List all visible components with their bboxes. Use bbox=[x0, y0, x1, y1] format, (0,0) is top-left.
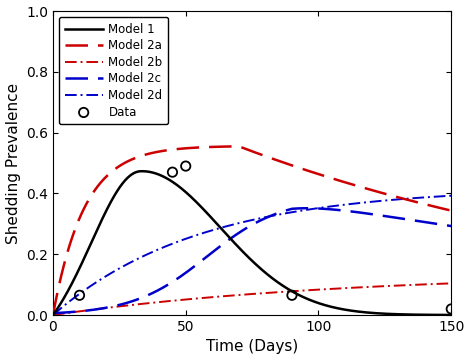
Model 2d bbox=[244, 219, 250, 224]
Model 1 bbox=[364, 310, 369, 315]
Model 2a bbox=[244, 147, 250, 152]
Model 1 bbox=[437, 313, 443, 317]
Data bbox=[447, 306, 455, 312]
Model 2b bbox=[364, 285, 369, 289]
Y-axis label: Shedding Prevalence: Shedding Prevalence bbox=[6, 82, 21, 244]
Model 2b bbox=[244, 292, 250, 297]
Model 2c bbox=[70, 310, 76, 314]
Model 2c bbox=[304, 206, 310, 210]
Model 2b bbox=[233, 293, 239, 297]
Model 1 bbox=[234, 243, 239, 247]
Model 2a bbox=[236, 144, 242, 148]
Model 2d bbox=[437, 194, 443, 199]
Model 2a bbox=[437, 206, 443, 210]
Line: Model 2b: Model 2b bbox=[53, 283, 451, 315]
Model 1 bbox=[50, 313, 56, 317]
Model 1 bbox=[70, 279, 76, 283]
Model 2c bbox=[448, 224, 454, 228]
Model 2b bbox=[437, 282, 442, 286]
X-axis label: Time (Days): Time (Days) bbox=[206, 339, 298, 355]
Model 2a bbox=[50, 313, 56, 317]
Model 2b bbox=[437, 282, 443, 286]
Model 2c bbox=[437, 222, 443, 226]
Model 2a bbox=[233, 144, 239, 149]
Line: Model 2d: Model 2d bbox=[53, 196, 451, 315]
Model 1 bbox=[448, 313, 454, 317]
Model 1 bbox=[244, 253, 250, 258]
Model 2c bbox=[233, 233, 239, 237]
Model 2d bbox=[70, 296, 76, 301]
Model 2a bbox=[70, 232, 76, 236]
Model 2d bbox=[364, 200, 369, 204]
Data bbox=[169, 169, 176, 175]
Line: Model 2a: Model 2a bbox=[53, 146, 451, 315]
Model 2a bbox=[364, 186, 369, 191]
Line: Model 2c: Model 2c bbox=[53, 208, 451, 313]
Model 2b bbox=[448, 281, 454, 285]
Model 2c bbox=[50, 311, 56, 315]
Line: Model 1: Model 1 bbox=[53, 171, 451, 315]
Model 2c bbox=[364, 211, 369, 216]
Data bbox=[182, 163, 189, 169]
Model 2d bbox=[448, 194, 454, 198]
Model 1 bbox=[437, 313, 443, 317]
Legend: Model 1, Model 2a, Model 2b, Model 2c, Model 2d, Data: Model 1, Model 2a, Model 2b, Model 2c, M… bbox=[59, 17, 168, 125]
Model 1 bbox=[139, 169, 145, 174]
Model 2a bbox=[448, 208, 454, 213]
Model 2a bbox=[437, 206, 443, 210]
Model 2d bbox=[233, 222, 239, 226]
Model 2c bbox=[437, 222, 443, 226]
Model 2c bbox=[244, 226, 250, 230]
Model 2b bbox=[70, 310, 76, 314]
Data bbox=[76, 292, 83, 298]
Model 2b bbox=[50, 313, 56, 317]
Model 2d bbox=[50, 313, 56, 317]
Model 2d bbox=[437, 194, 442, 199]
Data bbox=[288, 292, 296, 298]
